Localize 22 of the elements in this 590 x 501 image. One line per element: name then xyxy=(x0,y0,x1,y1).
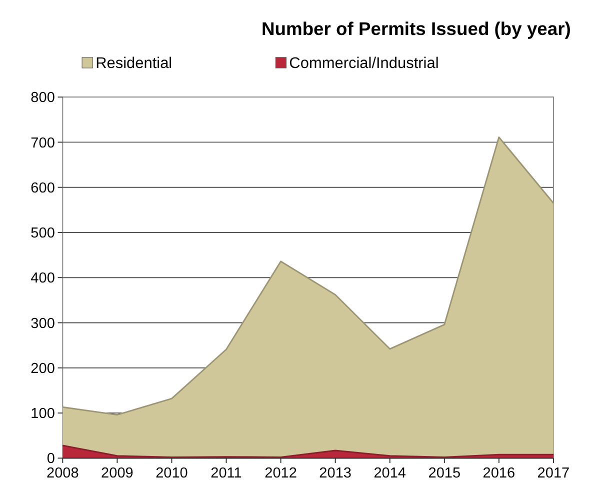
y-tick-label: 400 xyxy=(30,270,55,287)
x-tick-label: 2011 xyxy=(210,466,242,482)
x-tick-label: 2014 xyxy=(374,466,406,482)
chart-title: Number of Permits Issued (by year) xyxy=(261,18,571,40)
x-tick-label: 2017 xyxy=(537,466,570,482)
x-tick-label: 2016 xyxy=(482,466,516,482)
y-tick-label: 800 xyxy=(30,90,55,106)
x-tick-label: 2009 xyxy=(101,466,134,482)
legend-label: Commercial/Industrial xyxy=(289,55,439,72)
x-tick-label: 2015 xyxy=(428,466,461,482)
y-tick-label: 100 xyxy=(30,406,55,422)
x-tick-label: 2013 xyxy=(319,466,352,482)
legend-label: Residential xyxy=(96,55,172,72)
y-tick-label: 500 xyxy=(30,226,55,242)
y-tick-label: 600 xyxy=(30,180,55,196)
y-tick-label: 200 xyxy=(30,360,55,377)
x-tick-label: 2010 xyxy=(156,466,188,482)
y-tick-label: 700 xyxy=(30,135,55,152)
y-tick-label: 300 xyxy=(30,316,55,332)
x-tick-label: 2008 xyxy=(46,466,79,482)
y-tick-label: 0 xyxy=(46,451,55,468)
x-tick-label: 2012 xyxy=(264,466,297,482)
